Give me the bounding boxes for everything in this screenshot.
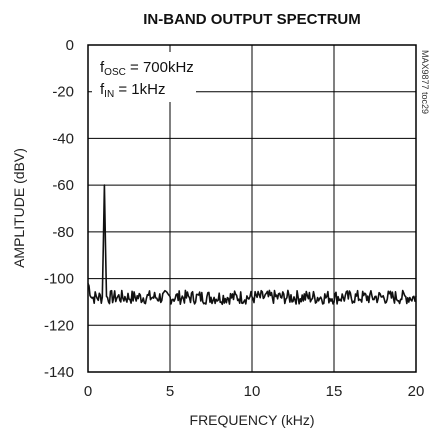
annotation-box	[92, 52, 196, 102]
y-axis-title: AMPLITUDE (dBV)	[11, 148, 27, 268]
x-tick-label: 5	[166, 383, 174, 400]
chart-title: IN-BAND OUTPUT SPECTRUM	[143, 11, 361, 28]
y-tick-label: -120	[44, 317, 74, 334]
x-tick-label: 10	[244, 383, 261, 400]
x-tick-labels: 0 5 10 15 20	[84, 383, 425, 400]
x-tick-label: 15	[326, 383, 343, 400]
annotation-fosc: fOSC = 700kHz	[100, 59, 194, 78]
x-axis-title: FREQUENCY (kHz)	[190, 412, 315, 428]
x-tick-label: 20	[408, 383, 425, 400]
fosc-subscript: OSC	[104, 67, 126, 78]
y-tick-label: -140	[44, 364, 74, 381]
y-tick-labels: 0 -20 -40 -60 -80 -100 -120 -140	[44, 37, 74, 381]
fin-value: = 1kHz	[114, 81, 165, 98]
spectrum-line	[87, 184, 417, 306]
annotation-fin: fIN = 1kHz	[100, 81, 165, 100]
y-tick-label: -20	[52, 84, 74, 101]
y-tick-label: -40	[52, 130, 74, 147]
fosc-value: = 700kHz	[126, 59, 194, 76]
x-tick-label: 0	[84, 383, 92, 400]
y-tick-label: -60	[52, 177, 74, 194]
fosc-symbol: f	[100, 59, 105, 76]
y-tick-label: -100	[44, 271, 74, 288]
y-tick-label: 0	[66, 37, 74, 54]
side-code: MAX9877 toc29	[420, 50, 430, 114]
fin-symbol: f	[100, 81, 105, 98]
plot-frame	[87, 44, 417, 373]
y-tick-label: -80	[52, 224, 74, 241]
fin-subscript: IN	[104, 89, 114, 100]
